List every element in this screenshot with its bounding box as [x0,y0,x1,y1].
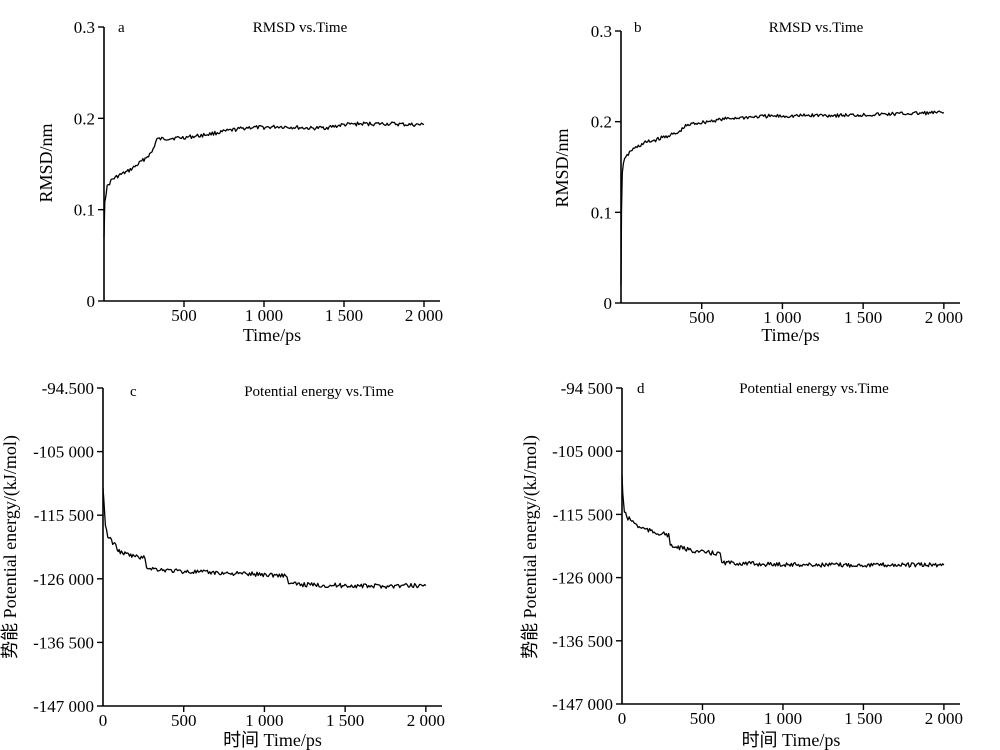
chart-title: RMSD vs.Time [253,20,348,36]
panel-d-potential-energy-chart: -94 500 -105 000 -115 500 -126 000 -136 500 -… [520,379,963,750]
panel-letter: c [130,384,137,400]
y-tick-label: -115 500 [553,505,613,524]
x-tick-label: 500 [690,709,716,728]
y-tick-label: -147 000 [33,697,94,716]
y-tick-label: -147 000 [552,695,613,714]
y-tick-label: -136 500 [33,633,94,652]
x-axis-label: 时间 Time/ps [742,730,841,750]
y-tick-label: -126 000 [552,569,613,588]
x-tick-label: 1 000 [764,709,802,728]
y-axis-label: 势能 Potential energy/(kJ/mol) [520,435,541,659]
chart-title: Potential energy vs.Time [244,384,394,400]
panel-letter: d [637,381,645,397]
y-tick-label: -105 000 [33,443,94,462]
y-tick-label: -105 000 [552,442,613,461]
x-axis-label: Time/ps [761,325,819,345]
y-tick-label: -115 500 [34,506,94,525]
x-tick-label: 1 000 [245,306,283,325]
x-tick-label: 1 500 [844,308,882,327]
panel-letter: b [634,20,642,36]
y-tick-label: 0.3 [74,18,95,37]
x-tick-label: 1 000 [763,308,801,327]
x-axis-label: Time/ps [243,325,301,345]
panel-c-potential-energy-chart: -94.500 -105 000 -115 500 -126 000 -136 500 -… [0,379,445,750]
y-tick-label: -136 500 [552,632,613,651]
y-tick-label: 0.3 [591,22,612,41]
x-tick-label: 1 000 [245,711,283,730]
y-tick-label: -126 000 [33,570,94,589]
x-tick-label: 2 000 [925,308,963,327]
x-tick-label: 2 000 [925,709,963,728]
y-tick-label: 0.1 [74,201,95,220]
data-series-line [620,110,945,285]
x-tick-label: 2 000 [407,711,445,730]
x-tick-label: 2 000 [405,306,443,325]
y-tick-label: 0.1 [591,203,612,222]
y-axis-label: 势能 Potential energy/(kJ/mol) [0,435,21,659]
x-tick-label: 1 500 [844,709,882,728]
x-tick-label: 1 500 [326,711,364,730]
x-tick-label: 0 [99,711,108,730]
panel-a-rmsd-chart: 0 0.1 0.2 0.3 500 1 000 1 500 2 000 Time/ps RMSD/… [36,18,443,345]
x-tick-label: 1 500 [325,306,363,325]
x-tick-label: 0 [618,709,627,728]
y-tick-label: -94.500 [42,379,94,398]
chart-title: RMSD vs.Time [769,20,864,36]
y-axis-label: RMSD/nm [552,128,572,207]
x-tick-label: 500 [689,308,715,327]
x-tick-label: 500 [171,306,197,325]
data-series-line [102,487,427,589]
data-series-line [103,121,425,238]
chart-title: Potential energy vs.Time [739,381,889,397]
y-tick-label: -94 500 [561,379,613,398]
y-tick-label: 0 [87,292,96,311]
y-tick-label: 0.2 [591,113,612,132]
data-series-line [621,475,945,568]
x-tick-label: 500 [171,711,197,730]
panel-letter: a [118,20,125,36]
y-tick-label: 0 [604,294,613,313]
x-axis-label: 时间 Time/ps [223,730,322,750]
panel-b-rmsd-chart: 0 0.1 0.2 0.3 500 1 000 1 500 2 000 Time/ps RMSD/… [552,20,963,345]
y-tick-label: 0.2 [74,109,95,128]
y-axis-label: RMSD/nm [36,123,56,202]
